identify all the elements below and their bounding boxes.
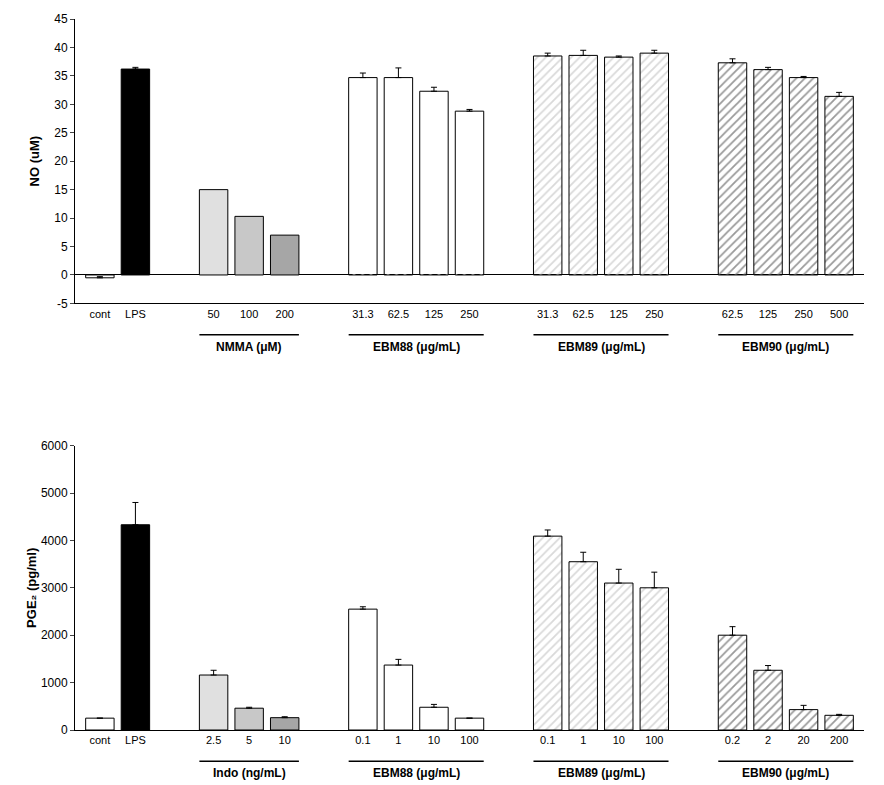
svg-text:EBM90 (μg/mL): EBM90 (μg/mL) — [742, 340, 829, 354]
svg-text:LPS: LPS — [125, 308, 146, 320]
svg-text:100: 100 — [240, 308, 258, 320]
svg-text:15: 15 — [54, 183, 68, 197]
svg-text:EBM90 (μg/mL): EBM90 (μg/mL) — [742, 766, 829, 780]
svg-text:45: 45 — [54, 12, 68, 26]
svg-text:250: 250 — [645, 308, 663, 320]
svg-text:31.3: 31.3 — [537, 308, 558, 320]
svg-text:3000: 3000 — [41, 581, 68, 595]
svg-text:2000: 2000 — [41, 628, 68, 642]
svg-text:5: 5 — [246, 734, 252, 746]
svg-text:31.3: 31.3 — [352, 308, 373, 320]
svg-text:NO (uM): NO (uM) — [27, 136, 42, 187]
svg-text:20: 20 — [54, 154, 68, 168]
svg-text:250: 250 — [460, 308, 478, 320]
svg-text:62.5: 62.5 — [722, 308, 743, 320]
svg-text:1: 1 — [395, 734, 401, 746]
svg-text:40: 40 — [54, 41, 68, 55]
svg-text:4000: 4000 — [41, 534, 68, 548]
svg-text:0.1: 0.1 — [540, 734, 555, 746]
svg-text:1: 1 — [580, 734, 586, 746]
svg-text:10: 10 — [613, 734, 625, 746]
svg-text:50: 50 — [207, 308, 219, 320]
svg-text:10: 10 — [54, 211, 68, 225]
svg-text:25: 25 — [54, 126, 68, 140]
svg-text:cont: cont — [89, 734, 110, 746]
svg-text:5000: 5000 — [41, 486, 68, 500]
svg-text:200: 200 — [276, 308, 294, 320]
svg-text:125: 125 — [759, 308, 777, 320]
svg-text:35: 35 — [54, 69, 68, 83]
svg-text:125: 125 — [425, 308, 443, 320]
svg-text:5: 5 — [61, 240, 68, 254]
svg-text:20: 20 — [797, 734, 809, 746]
svg-text:250: 250 — [794, 308, 812, 320]
svg-text:EBM88 (μg/mL): EBM88 (μg/mL) — [373, 766, 460, 780]
svg-text:EBM89 (μg/mL): EBM89 (μg/mL) — [558, 766, 645, 780]
svg-text:EBM89 (μg/mL): EBM89 (μg/mL) — [558, 340, 645, 354]
svg-text:100: 100 — [645, 734, 663, 746]
svg-text:0.2: 0.2 — [725, 734, 740, 746]
svg-text:2: 2 — [765, 734, 771, 746]
svg-text:10: 10 — [279, 734, 291, 746]
svg-text:cont: cont — [89, 308, 110, 320]
svg-text:125: 125 — [610, 308, 628, 320]
svg-text:62.5: 62.5 — [573, 308, 594, 320]
svg-text:1000: 1000 — [41, 676, 68, 690]
svg-text:30: 30 — [54, 98, 68, 112]
svg-text:2.5: 2.5 — [206, 734, 221, 746]
svg-text:0.1: 0.1 — [355, 734, 370, 746]
svg-text:NMMA (μM): NMMA (μM) — [216, 340, 282, 354]
svg-text:Indo (ng/mL): Indo (ng/mL) — [213, 766, 286, 780]
svg-text:200: 200 — [830, 734, 848, 746]
svg-text:0: 0 — [61, 723, 68, 737]
svg-text:10: 10 — [428, 734, 440, 746]
svg-text:LPS: LPS — [125, 734, 146, 746]
svg-text:EBM88 (μg/mL): EBM88 (μg/mL) — [373, 340, 460, 354]
svg-text:500: 500 — [830, 308, 848, 320]
svg-text:PGE₂ (pg/ml): PGE₂ (pg/ml) — [24, 548, 39, 628]
svg-text:62.5: 62.5 — [388, 308, 409, 320]
svg-text:0: 0 — [61, 268, 68, 282]
svg-text:100: 100 — [460, 734, 478, 746]
svg-text:6000: 6000 — [41, 439, 68, 453]
svg-text:-5: -5 — [57, 297, 68, 311]
